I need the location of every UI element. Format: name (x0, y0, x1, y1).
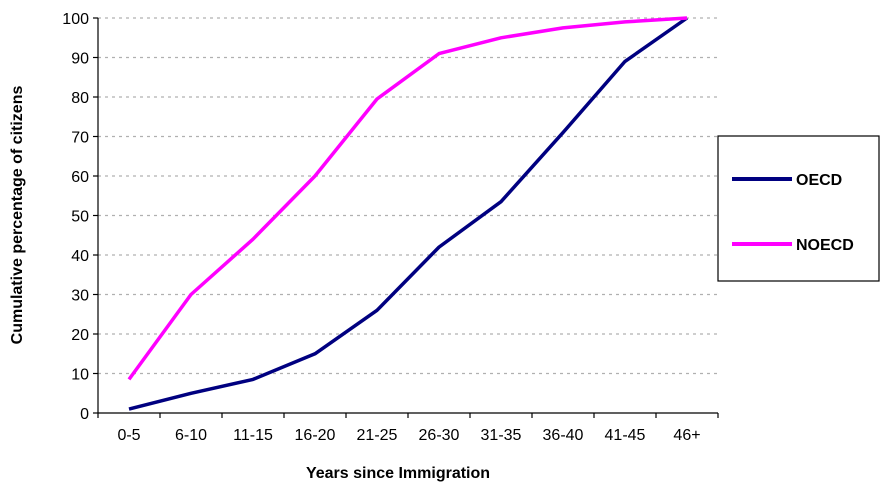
x-tick-label: 31-35 (481, 427, 522, 444)
x-tick-label: 6-10 (175, 427, 207, 444)
x-tick-label: 16-20 (295, 427, 336, 444)
x-tick-label: 26-30 (419, 427, 460, 444)
series-lines (127, 16, 689, 411)
x-tick-label: 36-40 (543, 427, 584, 444)
y-tick-label: 80 (71, 90, 89, 107)
y-tick-label: 100 (62, 11, 89, 28)
x-tick-label: 46+ (673, 427, 700, 444)
legend-label-oecd: OECD (796, 172, 842, 189)
x-tick-label: 41-45 (605, 427, 646, 444)
y-axis-title: Cumulative percentage of citizens (9, 86, 26, 345)
gridlines (98, 17, 718, 375)
series-line-oecd (128, 16, 689, 411)
tick-labels: 0 10 20 30 40 50 60 70 80 90 100 0-5 6-10 11-15 16-20 2… (62, 11, 700, 444)
y-tick-label: 90 (71, 51, 89, 68)
x-tick-label: 11-15 (233, 427, 273, 444)
y-tick-label: 0 (80, 406, 89, 423)
legend: OECD NOECD (717, 135, 880, 282)
y-tick-label: 30 (71, 288, 89, 305)
legend-label-noecd: NOECD (796, 237, 854, 254)
y-tick-label: 40 (71, 248, 89, 265)
y-tick-label: 60 (71, 169, 89, 186)
y-tick-label: 50 (71, 209, 89, 226)
series-line-noecd (127, 16, 688, 381)
y-tick-label: 10 (71, 367, 89, 384)
x-tick-label: 21-25 (357, 427, 398, 444)
legend-box (717, 135, 880, 282)
axes (93, 17, 719, 418)
x-tick-label: 0-5 (117, 427, 140, 444)
y-tick-label: 70 (71, 130, 89, 147)
y-tick-label: 20 (71, 327, 89, 344)
x-axis-title: Years since Immigration (306, 465, 490, 482)
